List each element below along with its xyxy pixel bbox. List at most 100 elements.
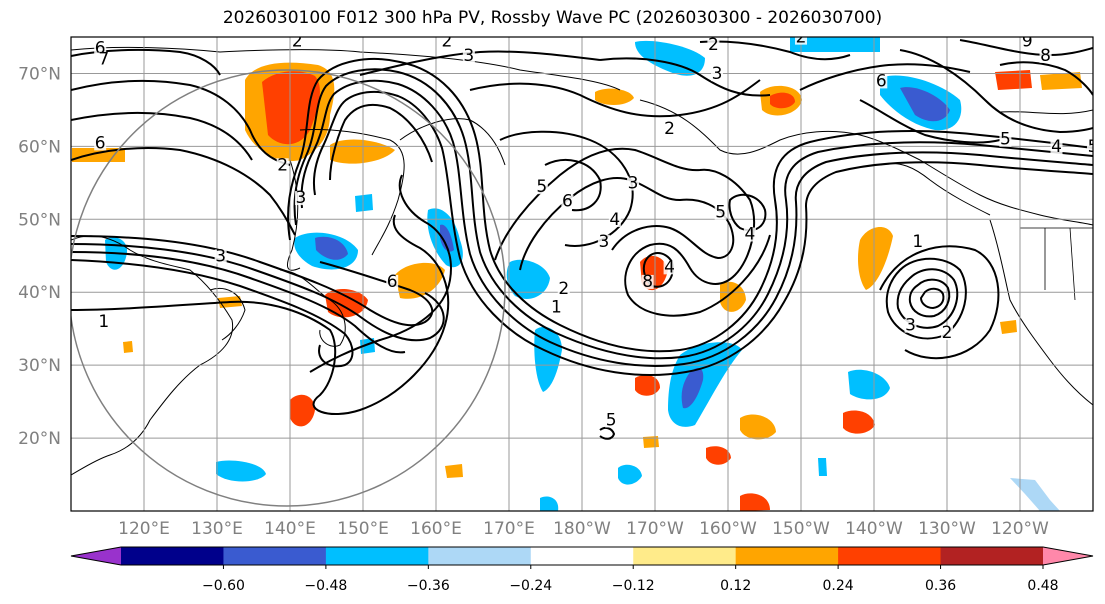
lon-tick-label: 130°E (191, 519, 243, 539)
pv-contour (309, 174, 452, 373)
contour-label-background (1021, 37, 1034, 49)
lon-tick-label: 170°E (483, 519, 535, 539)
coastline (999, 109, 1093, 115)
colorbar-outline (70, 546, 1094, 566)
contour-label-background (214, 249, 227, 264)
positive-anomaly-shading (1040, 72, 1082, 90)
positive-anomaly-shading (858, 226, 893, 290)
positive-anomaly-shading (262, 71, 320, 145)
contour-label-background (550, 300, 563, 315)
contour-label-background (663, 260, 676, 275)
positive-anomaly-shading (123, 341, 133, 353)
contour-label: 5 (1088, 137, 1099, 157)
contour-label-background (94, 41, 107, 56)
contour-label: 4 (744, 225, 755, 245)
positive-anomaly-shading (740, 493, 770, 511)
lon-tick-label: 160°W (699, 519, 757, 539)
contour-label: 2 (277, 155, 288, 175)
contour-label-background (97, 52, 110, 67)
coastline (989, 219, 1093, 406)
pv-contour (999, 61, 1093, 96)
contour-label-background (941, 325, 953, 340)
pv-contour (642, 252, 674, 288)
pv-contour (494, 147, 771, 317)
colorbar-segment (633, 547, 737, 565)
pv-contour (71, 147, 296, 236)
colorbar-tick-label: 0.12 (720, 578, 751, 594)
lon-tick-label: 150°W (772, 519, 830, 539)
positive-anomaly-shading (1000, 320, 1017, 334)
contour-label-background (663, 121, 676, 136)
positive-anomaly-shading (635, 375, 660, 396)
pv-contour (599, 57, 771, 97)
state-borders (1020, 227, 1093, 301)
pv-contour (313, 90, 1093, 377)
pv-contour (919, 287, 945, 310)
pv-contour (71, 111, 253, 161)
contour-label-background (911, 234, 924, 249)
contour-label: 6 (876, 71, 887, 91)
range-circle (71, 69, 506, 507)
coastline (639, 99, 1093, 226)
pv-contour (71, 259, 354, 368)
negative-anomaly-shading (216, 460, 266, 482)
pv-contour (71, 235, 434, 327)
contour-label: 3 (463, 46, 474, 66)
contour-label-background (94, 136, 107, 151)
pv-contour (71, 243, 445, 342)
colorbar-extend-high (1043, 547, 1093, 565)
contour-label: 1 (912, 232, 923, 252)
lat-tick-label: 30°N (18, 356, 61, 376)
lon-tick-label: 160°E (410, 519, 462, 539)
colorbar-tick-label: −0.12 (612, 578, 655, 594)
contour-label-background (276, 158, 289, 173)
contour-label: 2 (664, 119, 675, 139)
contour-label-background (561, 194, 574, 209)
pv-contour (599, 426, 616, 440)
coastline (279, 269, 346, 347)
colorbar-tick-label: −0.24 (509, 578, 552, 594)
coastline (71, 235, 234, 476)
negative-anomaly-shading (1010, 478, 1060, 511)
contour-label-background (291, 37, 304, 49)
positive-anomaly-shading (706, 446, 731, 465)
lon-tick-label: 140°E (264, 519, 316, 539)
negative-anomaly-shading (440, 224, 454, 252)
lon-tick-label: 150°E (337, 519, 389, 539)
negative-anomaly-shading (618, 464, 642, 485)
contour-label-background (627, 176, 640, 191)
pv-contour (544, 159, 602, 212)
pv-contour (908, 278, 951, 318)
negative-anomaly-shading (900, 87, 950, 122)
colorbar-segment (121, 547, 224, 565)
contour-label-background (535, 180, 548, 195)
pv-contour (896, 268, 959, 329)
contour-label-background (999, 132, 1012, 147)
positive-anomaly-shading (770, 92, 795, 109)
colorbar-segment (223, 547, 327, 565)
pv-contour (71, 251, 406, 354)
positive-anomaly-shading (325, 288, 368, 318)
colorbar-segment (940, 547, 1044, 565)
negative-anomaly-shading (315, 236, 348, 260)
contour-label: 9 (1022, 31, 1033, 51)
pv-contour (879, 245, 1000, 360)
pv-contour (728, 193, 767, 232)
contour-label: 5 (606, 410, 617, 430)
contour-label-background (711, 67, 724, 82)
lat-tick-label: 20°N (18, 429, 61, 449)
negative-anomaly-shading (681, 368, 704, 409)
lon-tick-label: 130°W (918, 519, 976, 539)
lat-tick-label: 50°N (18, 210, 61, 230)
negative-anomaly-shading (818, 458, 827, 476)
figure-title: 2026030100 F012 300 hPa PV, Rossby Wave … (222, 8, 883, 28)
negative-anomaly-shading (540, 496, 559, 511)
colorbar: −0.60 −0.48 −0.36 −0.24 −0.12 0.12 0.24 0.36 0.4… (70, 546, 1094, 594)
contour-label-background (386, 274, 399, 289)
contour-label-background (462, 48, 475, 63)
contour-label: 6 (95, 133, 106, 153)
contour-label: 2 (708, 35, 719, 55)
contour-label-background (1039, 48, 1052, 63)
lon-tick-label: 120°W (991, 519, 1049, 539)
